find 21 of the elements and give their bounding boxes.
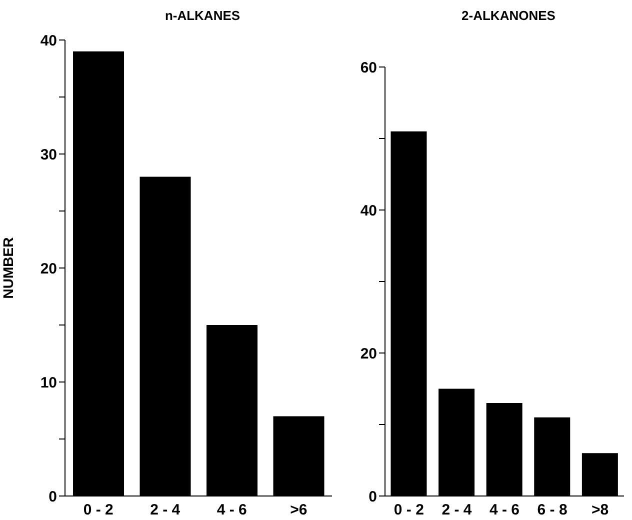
chart-title: 2-ALKANONES: [460, 8, 556, 23]
y-tick-label: 20: [40, 260, 57, 278]
y-tick-label: 0: [368, 488, 377, 506]
y-tick-label: 10: [40, 374, 57, 392]
y-tick-label: 40: [40, 32, 57, 50]
x-tick-label: 2 - 4: [442, 502, 472, 519]
y-tick-label: 0: [48, 488, 57, 506]
x-tick-label: >8: [592, 502, 609, 519]
y-tick-label: 20: [360, 345, 377, 362]
x-tick-label: 0 - 2: [83, 502, 114, 519]
x-tick-label: 0 - 2: [394, 502, 424, 519]
x-tick-label: 4 - 6: [489, 502, 520, 519]
y-tick-label: 40: [360, 202, 377, 220]
y-axis-title: NUMBER: [0, 237, 16, 299]
y-tick-label: 30: [40, 146, 57, 164]
x-tick-label: 4 - 6: [216, 502, 247, 519]
chart-title: n-ALKANES: [164, 8, 242, 23]
x-tick-label: >6: [290, 502, 308, 519]
x-tick-label: 6 - 8: [537, 502, 568, 519]
x-tick-label: 2 - 4: [150, 502, 181, 519]
y-tick-label: 60: [360, 59, 377, 76]
